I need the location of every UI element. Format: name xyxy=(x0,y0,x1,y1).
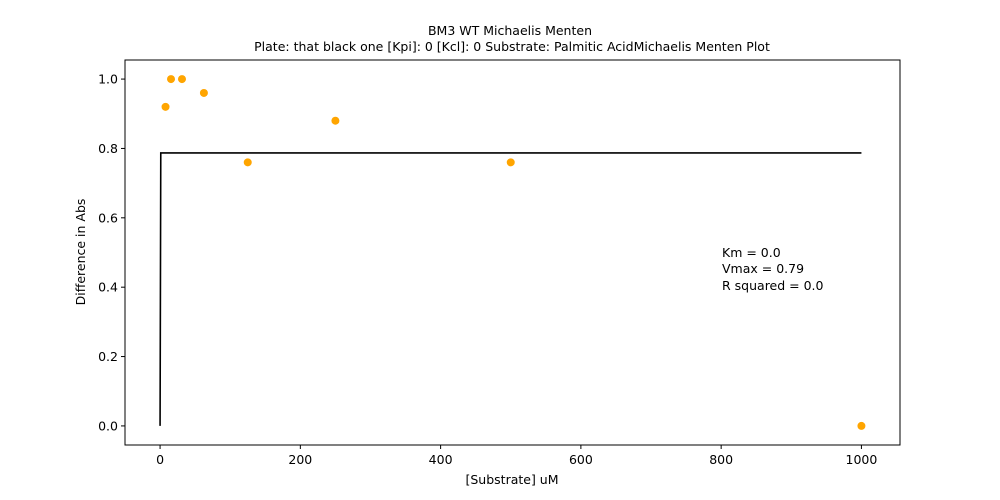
x-tick-label: 400 xyxy=(429,452,453,467)
vmax-annotation: Vmax = 0.79 xyxy=(722,261,804,276)
x-tick-label: 600 xyxy=(569,452,593,467)
y-tick-label: 0.2 xyxy=(98,349,118,364)
data-point xyxy=(167,75,176,84)
data-point xyxy=(506,158,515,167)
data-point xyxy=(331,116,340,125)
x-tick-label: 1000 xyxy=(846,452,878,467)
r-squared-annotation: R squared = 0.0 xyxy=(722,278,824,293)
y-tick-label: 0.8 xyxy=(98,141,118,156)
chart-title-line2: Plate: that black one [Kpi]: 0 [Kcl]: 0 … xyxy=(254,39,770,54)
y-tick-label: 0.0 xyxy=(98,418,118,433)
y-axis-label: Difference in Abs xyxy=(73,199,88,306)
data-point xyxy=(243,158,252,167)
data-series xyxy=(159,75,866,430)
x-tick-label: 200 xyxy=(288,452,312,467)
y-axis: 0.0 0.2 0.4 0.6 0.8 1.0 xyxy=(98,72,125,433)
fit-curve-line xyxy=(159,152,862,426)
x-axis: 0 200 400 600 800 1000 xyxy=(156,445,877,467)
x-axis-label: [Substrate] uM xyxy=(465,472,558,487)
x-tick-label: 0 xyxy=(156,452,164,467)
data-point xyxy=(177,75,186,84)
y-tick-label: 0.4 xyxy=(98,280,118,295)
y-tick-label: 0.6 xyxy=(98,210,118,225)
data-point xyxy=(161,102,170,111)
data-point xyxy=(857,421,866,430)
x-tick-label: 800 xyxy=(709,452,733,467)
y-tick-label: 1.0 xyxy=(98,72,118,87)
km-annotation: Km = 0.0 xyxy=(722,245,781,260)
data-point xyxy=(199,88,208,97)
chart-title-line1: BM3 WT Michaelis Menten xyxy=(428,23,592,38)
plot-area-frame xyxy=(124,59,901,446)
